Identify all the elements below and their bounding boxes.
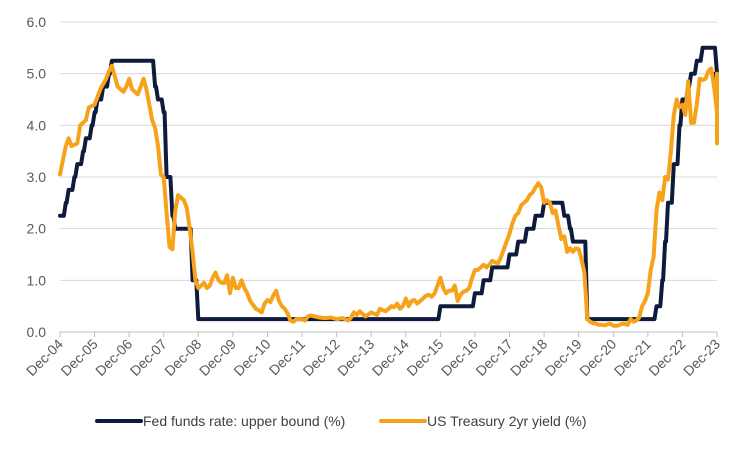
x-axis: Dec-04Dec-05Dec-06Dec-07Dec-08Dec-09Dec-… [23, 331, 723, 379]
series-group [58, 45, 719, 328]
legend-label: US Treasury 2yr yield (%) [427, 413, 586, 429]
x-tick-label: Dec-13 [334, 336, 377, 379]
x-tick-label: Dec-14 [369, 336, 412, 379]
x-tick-label: Dec-04 [23, 336, 66, 379]
x-tick-label: Dec-22 [645, 336, 688, 379]
y-axis-ticks: 0.0 1.0 2.0 3.0 4.0 5.0 6.0 [27, 14, 47, 340]
x-tick-label: Dec-06 [92, 336, 135, 379]
x-tick-label: Dec-09 [196, 336, 239, 379]
x-tick-label: Dec-23 [680, 336, 723, 379]
legend-label: Fed funds rate: upper bound (%) [143, 413, 345, 429]
x-tick-label: Dec-11 [266, 336, 309, 379]
y-tick-label: 6.0 [27, 14, 47, 30]
x-tick-label: Dec-07 [127, 336, 170, 379]
x-tick-label: Dec-08 [161, 336, 204, 379]
x-tick-label: Dec-18 [507, 336, 550, 379]
x-tick-label: Dec-21 [611, 336, 654, 379]
x-tick-label: Dec-17 [472, 336, 515, 379]
y-tick-label: 3.0 [27, 169, 47, 185]
x-tick-label: Dec-19 [542, 336, 585, 379]
y-tick-label: 0.0 [27, 324, 47, 340]
y-tick-label: 1.0 [27, 272, 47, 288]
fed-funds-series-line [58, 45, 719, 322]
x-tick-label: Dec-10 [230, 336, 273, 379]
legend: Fed funds rate: upper bound (%) US Treasu… [95, 413, 586, 429]
y-tick-label: 2.0 [27, 221, 47, 237]
treasury-2yr-series-line [58, 63, 719, 328]
x-tick-label: Dec-05 [57, 336, 100, 379]
y-tick-label: 4.0 [27, 117, 47, 133]
x-tick-label: Dec-15 [403, 336, 446, 379]
x-tick-label: Dec-16 [438, 336, 481, 379]
grid-lines [60, 21, 717, 333]
x-tick-label: Dec-20 [576, 336, 619, 379]
x-tick-label: Dec-12 [300, 336, 343, 379]
y-tick-label: 5.0 [27, 66, 47, 82]
